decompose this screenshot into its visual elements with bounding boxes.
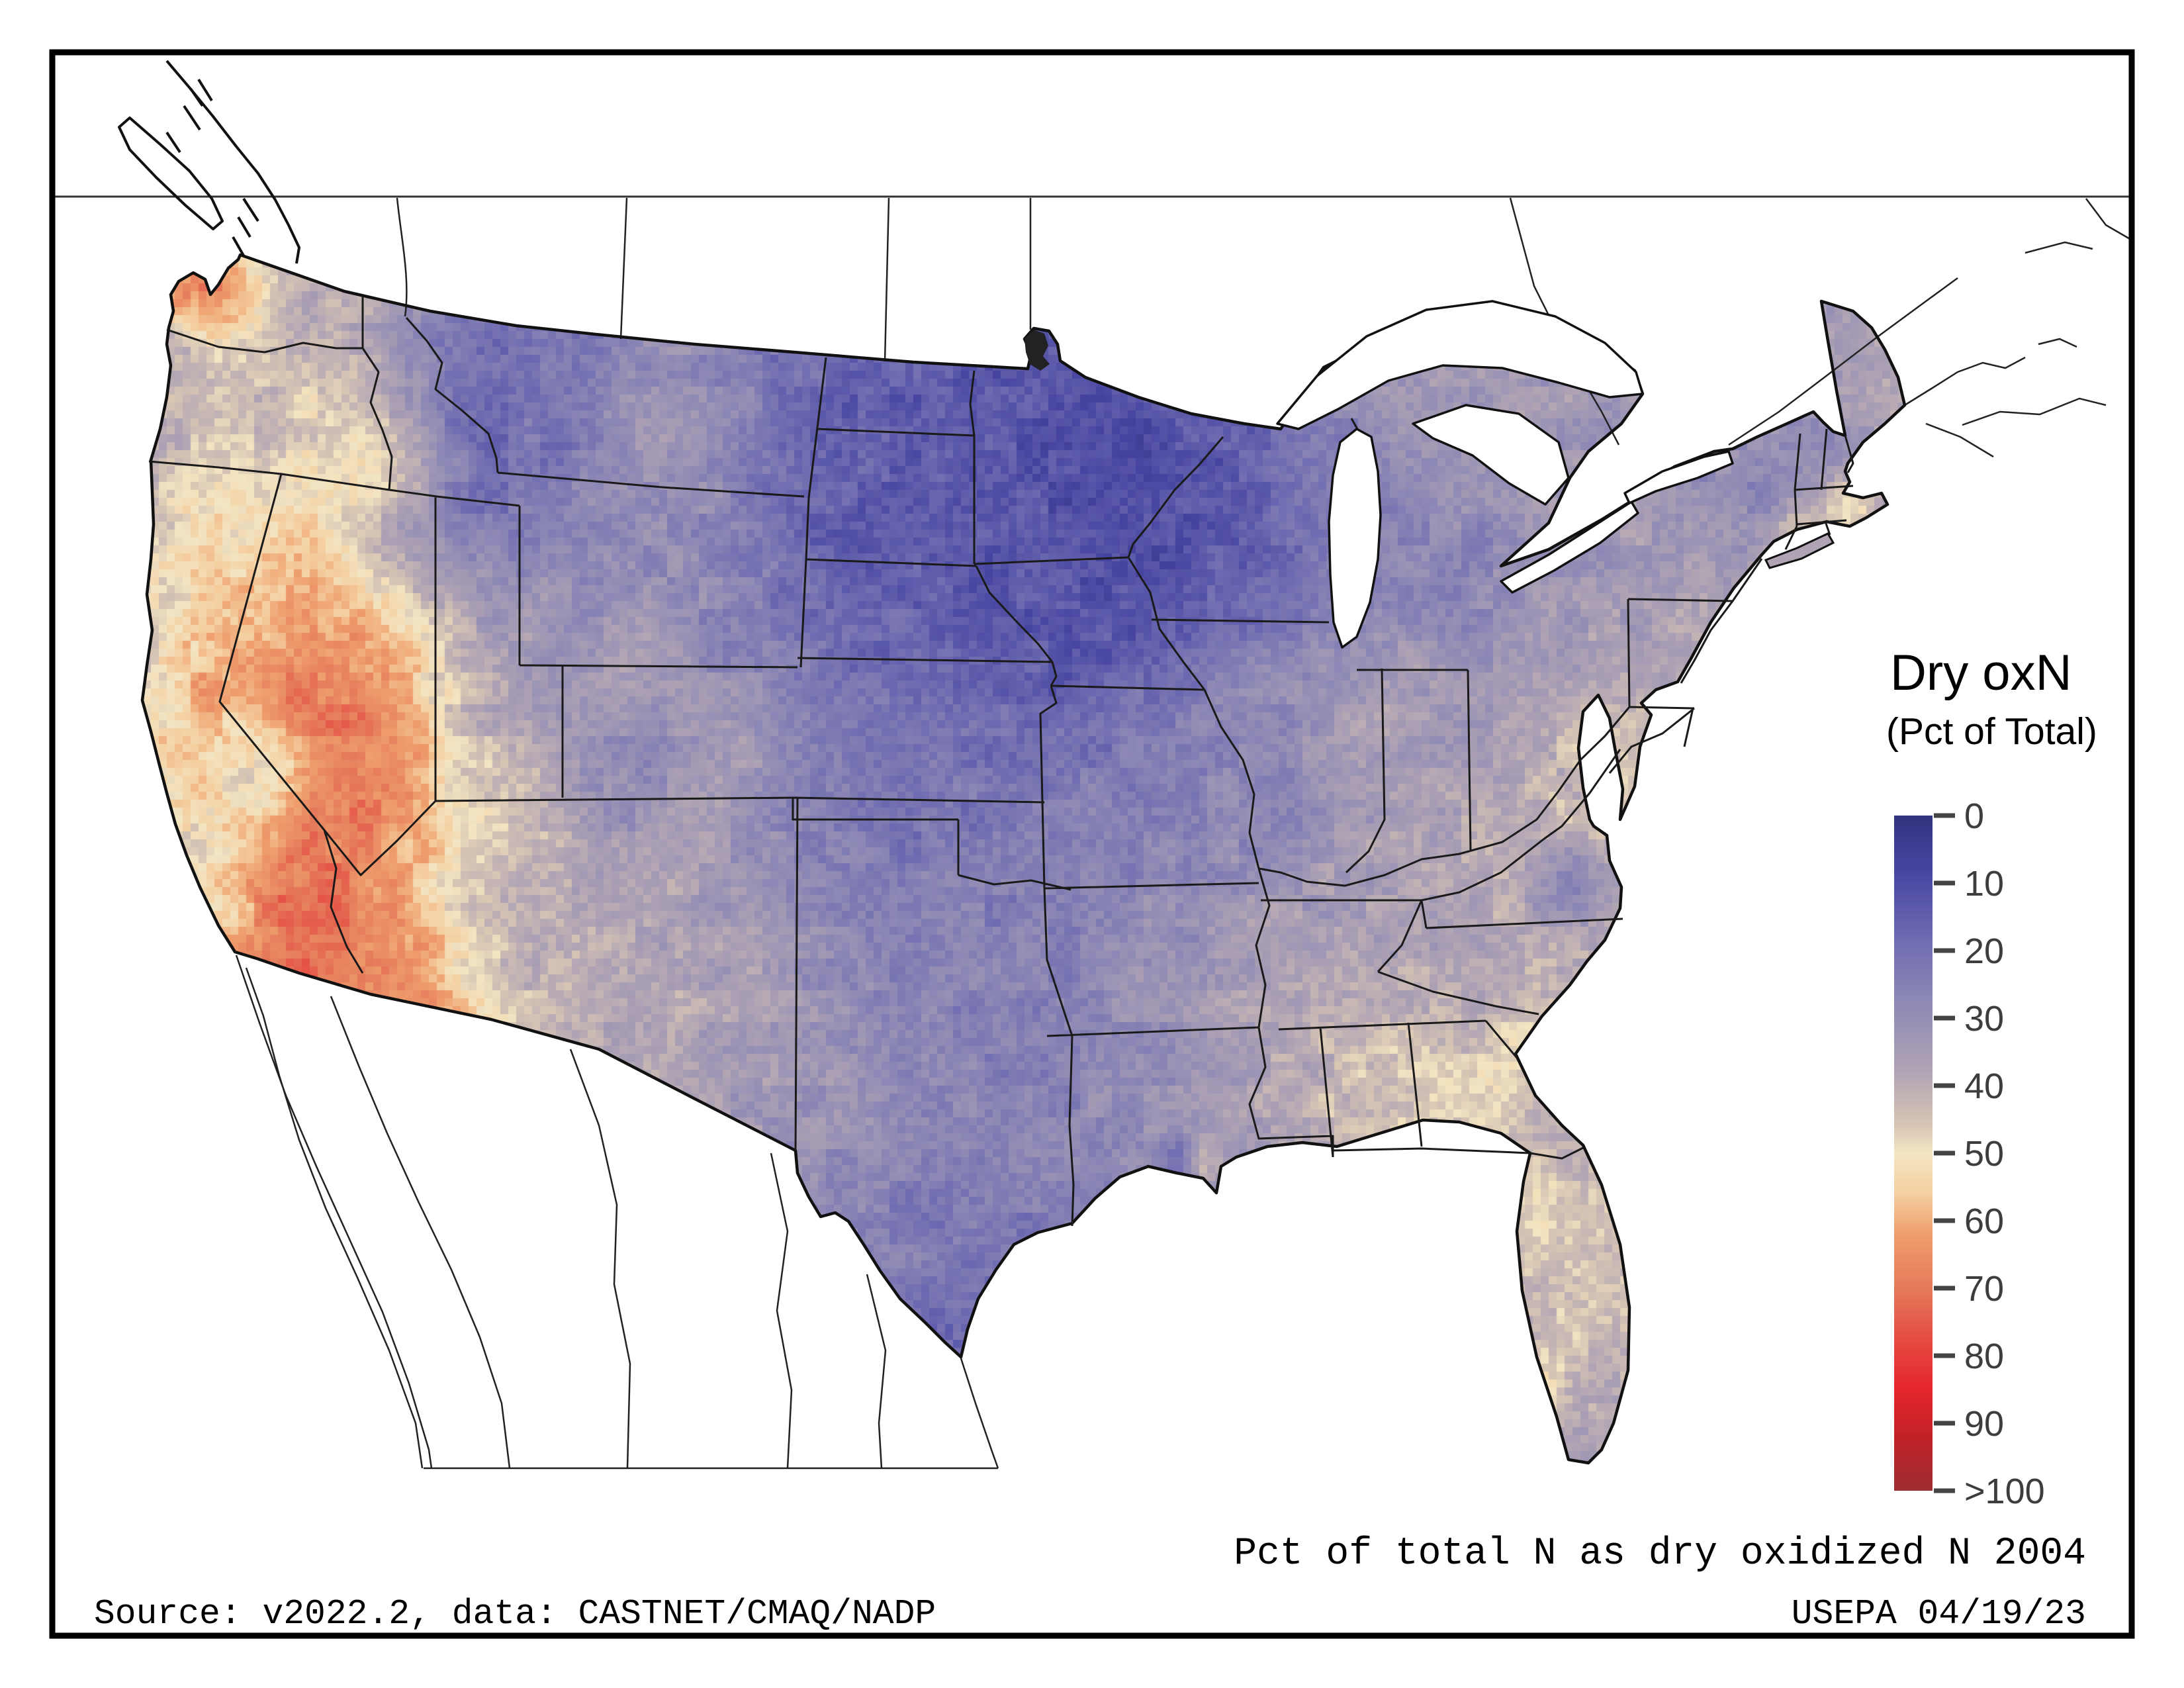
- colorbar-tick-label: >100: [1964, 1472, 2045, 1511]
- source-caption: Source: v2022.2, data: CASTNET/CMAQ/NADP: [94, 1594, 936, 1634]
- colorbar-tick-label: 10: [1964, 864, 2004, 904]
- agency-date-caption: USEPA 04/19/23: [1792, 1594, 2086, 1634]
- lake-ontario: [1623, 450, 1734, 504]
- colorbar-tick-label: 70: [1964, 1269, 2004, 1309]
- long-island: [1764, 532, 1835, 569]
- lake-erie: [1500, 500, 1639, 594]
- colorbar-tick-label: 20: [1964, 931, 2004, 971]
- plot-frame: [49, 49, 2135, 1639]
- colorbar-tick-label: 50: [1964, 1134, 2004, 1174]
- map-caption: Pct of total N as dry oxidized N 2004: [1234, 1532, 2086, 1575]
- lake-of-the-woods: [1024, 330, 1050, 371]
- great-lakes: [1276, 300, 1734, 649]
- colorbar-tick-label: 90: [1964, 1404, 2004, 1444]
- colorbar-tick-label: 0: [1964, 796, 1984, 836]
- colorbar-tick-label: 80: [1964, 1336, 2004, 1376]
- canada-coastline: [118, 60, 300, 264]
- lake-michigan: [1328, 428, 1382, 649]
- colorbar-tick-label: 30: [1964, 999, 2004, 1039]
- mexico-borders: [235, 955, 999, 1470]
- us-outline: [140, 253, 1907, 1465]
- colorbar-ticks: 0 10 20 30 40 50 60 70 80 90 >100: [1934, 796, 2045, 1511]
- colorbar-tick-label: 60: [1964, 1201, 2004, 1241]
- legend-title: Dry oxN: [1890, 645, 2071, 701]
- state-borders: [148, 297, 1854, 1227]
- colorbar-tick-label: 40: [1964, 1066, 2004, 1106]
- legend-colorbar: 0 10 20 30 40 50 60 70 80 90 >100: [1894, 796, 2045, 1511]
- colorbar-gradient: [1894, 816, 1933, 1491]
- lake-superior: [1276, 300, 1644, 430]
- legend-subtitle: (Pct of Total): [1886, 710, 2097, 753]
- lake-huron: [1412, 404, 1570, 506]
